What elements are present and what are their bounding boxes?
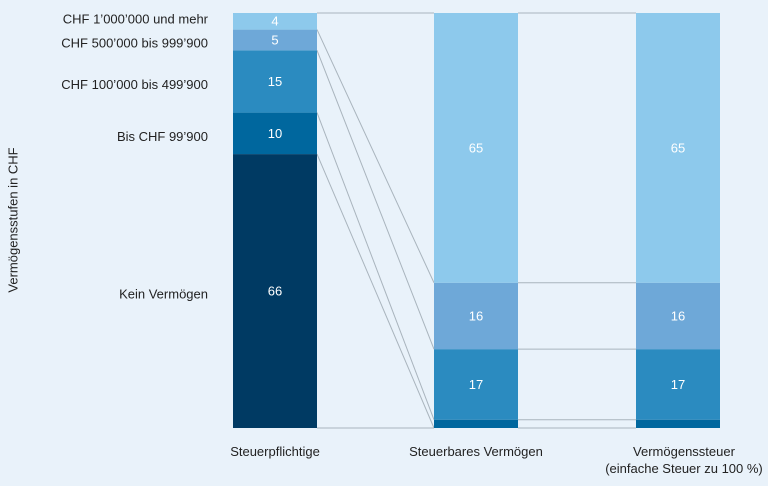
x-tick-label: Steuerpflichtige: [230, 444, 320, 459]
data-label: 66: [268, 283, 282, 298]
x-tick-label: Steuerbares Vermögen: [409, 444, 543, 459]
x-tick-label: Vermögenssteuer (einfache Steuer zu 100 …: [605, 444, 763, 476]
bar-segment: [233, 154, 317, 428]
bar-segment: [434, 349, 518, 420]
data-label: 10: [268, 126, 282, 141]
bar-segment: [233, 50, 317, 113]
data-label: 16: [671, 308, 685, 323]
bar-segment: [233, 112, 317, 155]
data-label: 16: [469, 308, 483, 323]
legend-label: Bis CHF 99’900: [117, 129, 208, 144]
data-label: 15: [268, 74, 282, 89]
connector: [316, 112, 435, 420]
legend-label: CHF 100’000 bis 499’900: [61, 77, 208, 92]
connector: [316, 29, 435, 283]
bar-segment: [636, 419, 720, 428]
connector: [316, 50, 435, 350]
y-axis-label: Vermögensstufen in CHF: [5, 147, 20, 292]
bar-segment: [434, 13, 518, 283]
legend-label: CHF 1’000’000 und mehr: [63, 12, 209, 27]
bar-segment: [636, 13, 720, 283]
connector: [316, 153, 435, 429]
data-label: 4: [271, 14, 278, 29]
legend-label: Kein Vermögen: [119, 286, 208, 301]
bar-segment: [636, 282, 720, 350]
data-label: 17: [469, 377, 483, 392]
bar-segment: [434, 282, 518, 350]
legend-label: CHF 500’000 bis 999’900: [61, 35, 208, 50]
bar-segment: [434, 419, 518, 428]
data-label: 5: [271, 32, 278, 47]
data-label: 17: [671, 377, 685, 392]
data-label: 65: [671, 140, 685, 155]
bar-segment: [636, 349, 720, 420]
bar-segment: [233, 29, 317, 51]
data-label: 65: [469, 140, 483, 155]
bar-segment: [233, 13, 317, 30]
